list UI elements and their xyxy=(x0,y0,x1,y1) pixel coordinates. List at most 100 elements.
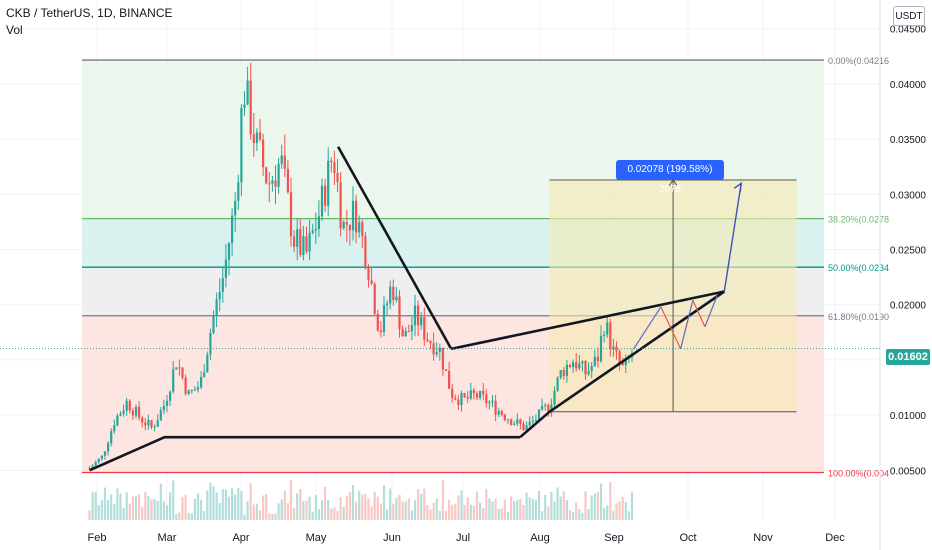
volume-bar xyxy=(342,506,345,520)
breakout-arrow xyxy=(723,183,742,292)
candle-body xyxy=(224,259,227,278)
x-tick-label: Feb xyxy=(88,532,107,544)
volume-bar xyxy=(497,509,500,520)
y-tick-label: 0.02500 xyxy=(890,246,927,257)
volume-bar xyxy=(212,486,215,520)
volume-bar xyxy=(544,494,547,520)
volume-bar xyxy=(252,504,255,520)
volume-bar xyxy=(386,509,389,520)
volume-bar xyxy=(156,500,159,520)
candle-body xyxy=(491,400,494,403)
volume-bar xyxy=(500,508,503,520)
wave-segment xyxy=(692,300,706,328)
volume-bar xyxy=(491,501,494,520)
volume-bar xyxy=(485,489,488,520)
candle-body xyxy=(218,291,221,300)
volume-bar xyxy=(299,488,302,520)
volume-bar xyxy=(308,496,311,520)
y-tick-label: 0.03000 xyxy=(890,190,927,201)
volume-bar xyxy=(584,491,587,520)
volume-bar xyxy=(420,494,423,520)
candle-body xyxy=(584,361,587,375)
volume-bar xyxy=(541,511,544,520)
volume-indicator-label[interactable]: Vol xyxy=(6,23,23,37)
candle-body xyxy=(516,419,519,424)
volume-bar xyxy=(231,488,234,520)
projection-box xyxy=(549,179,797,413)
candle-body xyxy=(485,394,488,404)
volume-bar xyxy=(441,480,444,520)
volume-bar xyxy=(401,501,404,520)
candle-body xyxy=(243,104,246,108)
volume-bar xyxy=(221,489,224,520)
volume-bar xyxy=(293,507,296,520)
volume-bar xyxy=(531,498,534,520)
volume-bar xyxy=(119,493,122,520)
volume-bar xyxy=(525,492,528,520)
candle-body xyxy=(596,356,599,362)
candle-body xyxy=(107,443,110,452)
volume-bar xyxy=(224,489,227,520)
candle-body xyxy=(386,303,389,306)
x-tick-label: Jul xyxy=(456,532,470,544)
volume-bar xyxy=(125,492,128,520)
wave-segment xyxy=(680,300,694,350)
currency-unit-button[interactable]: USDT xyxy=(893,6,925,26)
candle-body xyxy=(258,132,262,140)
volume-bar xyxy=(165,505,169,520)
candle-body xyxy=(175,367,178,370)
candle-body xyxy=(88,468,91,470)
candle-body xyxy=(237,182,240,201)
volume-bar xyxy=(361,494,364,520)
trend-lines xyxy=(88,146,743,472)
volume-bar xyxy=(181,497,184,520)
volume-bar xyxy=(475,491,479,520)
candle-body xyxy=(203,372,206,377)
volume-bar xyxy=(575,502,578,520)
volume-bar xyxy=(528,497,531,520)
volume-bar xyxy=(624,501,627,520)
volume-bar xyxy=(103,487,107,520)
candle-body xyxy=(116,415,119,426)
candle-body xyxy=(475,393,479,398)
candle-body xyxy=(262,139,265,168)
candle-body xyxy=(231,215,234,244)
volume-bar xyxy=(534,499,537,520)
volume-bar xyxy=(587,509,590,520)
candle-body xyxy=(367,268,370,281)
candle-body xyxy=(234,200,237,216)
candle-body xyxy=(314,229,317,231)
candle-body xyxy=(417,305,420,326)
candle-body xyxy=(413,305,417,326)
y-tick-label: 0.00500 xyxy=(890,466,927,477)
candle-body xyxy=(255,132,258,144)
candles xyxy=(88,63,634,470)
volume-bar xyxy=(426,505,429,520)
volume-bar xyxy=(537,490,541,520)
lower-base-line xyxy=(88,435,521,472)
candle-body xyxy=(317,216,320,230)
candle-body xyxy=(308,232,311,252)
volume-bar xyxy=(510,496,513,520)
candle-body xyxy=(522,423,525,431)
volume-bar xyxy=(302,500,305,520)
volume-bar xyxy=(407,498,410,520)
volume-bar xyxy=(519,498,522,520)
rising-resistance-line xyxy=(450,290,725,351)
candle-body xyxy=(401,328,404,337)
fib-level-label: 61.80%(0.0190 xyxy=(828,312,889,322)
candle-body xyxy=(293,236,296,247)
volume-bar xyxy=(122,507,125,520)
volume-bar xyxy=(615,503,618,520)
candle-body xyxy=(389,286,392,304)
volume-bar xyxy=(572,512,575,520)
candle-body xyxy=(119,413,122,416)
candle-body xyxy=(463,393,466,397)
volume-bar xyxy=(150,499,153,520)
candle-body xyxy=(91,465,94,469)
candle-body xyxy=(249,80,252,135)
candle-body xyxy=(358,222,361,233)
volume-bar xyxy=(268,513,271,520)
volume-bar xyxy=(289,480,293,520)
